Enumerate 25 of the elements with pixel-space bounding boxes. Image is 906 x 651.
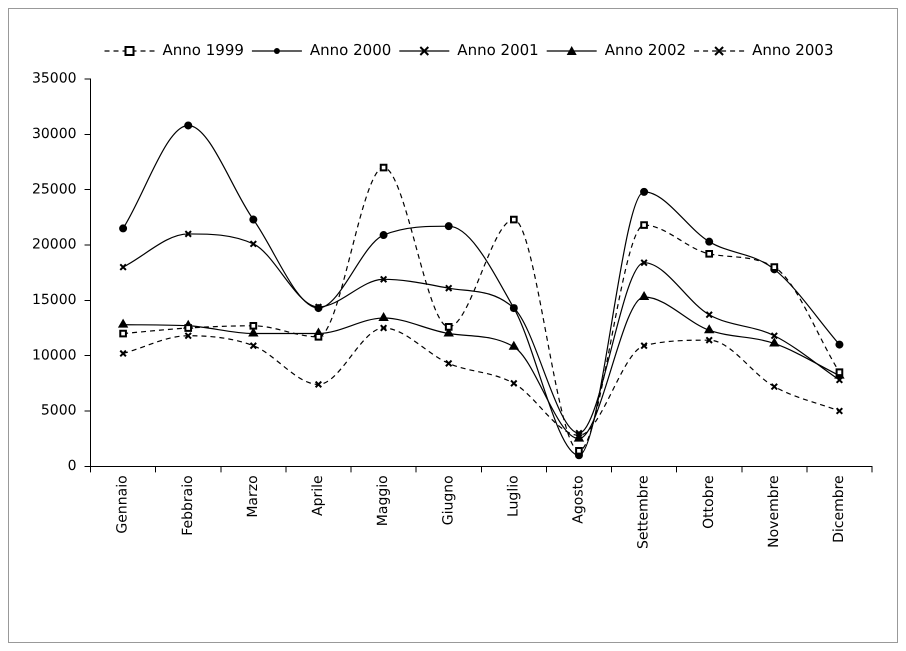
x-tick-label: Novembre (766, 475, 782, 548)
x-tick-label: Dicembre (831, 475, 848, 543)
x-tick-label: Maggio (375, 475, 392, 526)
y-tick-label: 20000 (32, 236, 77, 253)
legend-label: Anno 2003 (752, 40, 834, 59)
legend-label: Anno 1999 (162, 40, 244, 59)
legend-label: Anno 2000 (310, 40, 392, 59)
x-tick-label: Febbraio (180, 475, 196, 536)
y-tick-label: 10000 (32, 347, 77, 364)
y-tick-label: 15000 (32, 292, 77, 308)
y-tick-label: 5000 (40, 402, 77, 419)
x-tick-label: Marzo (244, 475, 261, 518)
y-tick-label: 35000 (32, 70, 77, 87)
x-tick-label: Agosto (570, 475, 587, 524)
x-tick-label: Giugno (440, 475, 456, 526)
x-tick-label: Settembre (636, 475, 652, 550)
y-tick-label: 30000 (32, 126, 77, 142)
y-tick-label: 0 (68, 458, 77, 474)
x-tick-label: Gennaio (114, 475, 131, 534)
legend-label: Anno 2001 (457, 40, 539, 59)
x-tick-label: Aprile (310, 475, 326, 516)
legend-label: Anno 2002 (604, 40, 686, 59)
x-tick-label: Luglio (505, 475, 522, 517)
y-tick-label: 25000 (32, 181, 77, 198)
x-tick-label: Ottobre (700, 475, 717, 529)
